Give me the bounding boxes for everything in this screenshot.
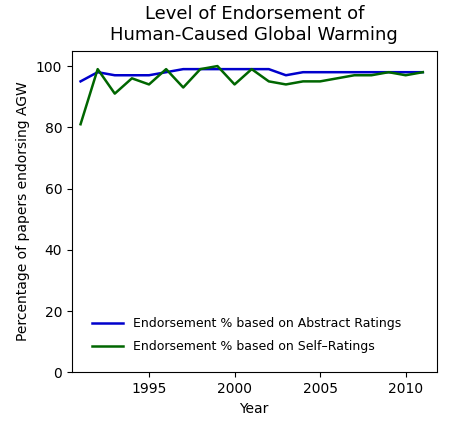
- Endorsement % based on Self–Ratings: [317, 79, 323, 84]
- Endorsement % based on Self–Ratings: [215, 63, 220, 69]
- Endorsement % based on Abstract Ratings: [420, 70, 426, 75]
- Endorsement % based on Abstract Ratings: [403, 70, 409, 75]
- Title: Level of Endorsement of
Human-Caused Global Warming: Level of Endorsement of Human-Caused Glo…: [110, 5, 398, 44]
- Endorsement % based on Abstract Ratings: [266, 66, 271, 71]
- Endorsement % based on Abstract Ratings: [300, 70, 306, 75]
- Endorsement % based on Abstract Ratings: [146, 73, 152, 78]
- Endorsement % based on Self–Ratings: [351, 73, 357, 78]
- Endorsement % based on Self–Ratings: [198, 66, 203, 71]
- X-axis label: Year: Year: [239, 401, 269, 415]
- Endorsement % based on Self–Ratings: [78, 122, 83, 127]
- Endorsement % based on Abstract Ratings: [249, 66, 254, 71]
- Endorsement % based on Self–Ratings: [146, 82, 152, 87]
- Line: Endorsement % based on Abstract Ratings: Endorsement % based on Abstract Ratings: [81, 69, 423, 81]
- Legend: Endorsement % based on Abstract Ratings, Endorsement % based on Self–Ratings: Endorsement % based on Abstract Ratings,…: [86, 311, 408, 360]
- Line: Endorsement % based on Self–Ratings: Endorsement % based on Self–Ratings: [81, 66, 423, 124]
- Endorsement % based on Abstract Ratings: [317, 70, 323, 75]
- Endorsement % based on Abstract Ratings: [78, 79, 83, 84]
- Y-axis label: Percentage of papers endorsing AGW: Percentage of papers endorsing AGW: [16, 82, 30, 341]
- Endorsement % based on Self–Ratings: [403, 73, 409, 78]
- Endorsement % based on Abstract Ratings: [369, 70, 374, 75]
- Endorsement % based on Abstract Ratings: [129, 73, 135, 78]
- Endorsement % based on Abstract Ratings: [198, 66, 203, 71]
- Endorsement % based on Abstract Ratings: [112, 73, 117, 78]
- Endorsement % based on Abstract Ratings: [351, 70, 357, 75]
- Endorsement % based on Abstract Ratings: [386, 70, 391, 75]
- Endorsement % based on Self–Ratings: [180, 85, 186, 90]
- Endorsement % based on Abstract Ratings: [232, 66, 237, 71]
- Endorsement % based on Self–Ratings: [266, 79, 271, 84]
- Endorsement % based on Self–Ratings: [129, 76, 135, 81]
- Endorsement % based on Self–Ratings: [249, 66, 254, 71]
- Endorsement % based on Self–Ratings: [334, 76, 340, 81]
- Endorsement % based on Abstract Ratings: [163, 70, 169, 75]
- Endorsement % based on Abstract Ratings: [334, 70, 340, 75]
- Endorsement % based on Abstract Ratings: [95, 70, 100, 75]
- Endorsement % based on Self–Ratings: [420, 70, 426, 75]
- Endorsement % based on Abstract Ratings: [283, 73, 288, 78]
- Endorsement % based on Self–Ratings: [232, 82, 237, 87]
- Endorsement % based on Abstract Ratings: [215, 66, 220, 71]
- Endorsement % based on Self–Ratings: [300, 79, 306, 84]
- Endorsement % based on Self–Ratings: [95, 66, 100, 71]
- Endorsement % based on Self–Ratings: [369, 73, 374, 78]
- Endorsement % based on Self–Ratings: [386, 70, 391, 75]
- Endorsement % based on Self–Ratings: [283, 82, 288, 87]
- Endorsement % based on Abstract Ratings: [180, 66, 186, 71]
- Endorsement % based on Self–Ratings: [163, 66, 169, 71]
- Endorsement % based on Self–Ratings: [112, 91, 117, 96]
